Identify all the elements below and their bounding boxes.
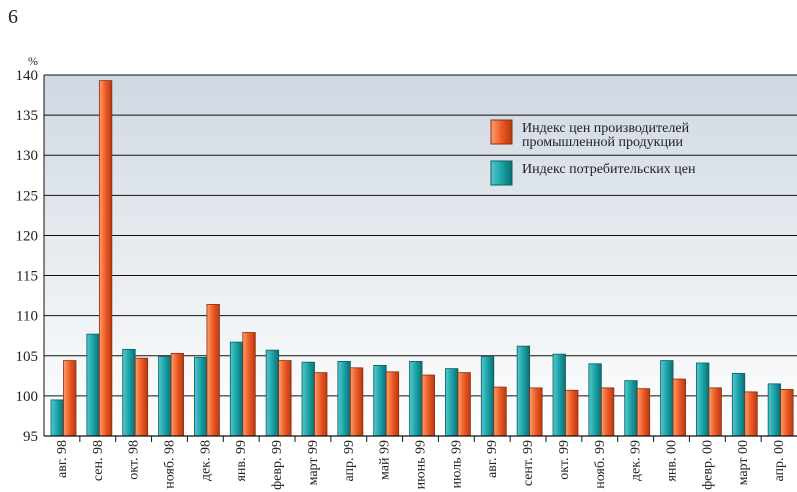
x-axis: авг. 98 сен. 98 окт. 98 нояб. 98 дек. 98 янв.…	[44, 435, 797, 490]
bar-cpi	[122, 348, 136, 437]
bar-cpi	[516, 345, 531, 437]
bar-ppi	[600, 387, 615, 437]
legend-swatch	[490, 119, 513, 145]
x-tick-label: окт. 98	[127, 440, 142, 480]
x-tick-label: февр. 99	[270, 440, 285, 490]
x-tick-label: март 99	[306, 440, 321, 485]
bar-cpi	[696, 362, 710, 437]
x-tick-label: сент. 99	[521, 440, 536, 486]
bar-ppi	[134, 357, 149, 437]
x-tick-label: окт. 99	[557, 440, 572, 480]
y-tick-label: 110	[16, 309, 38, 325]
bar-cpi	[445, 368, 459, 437]
legend-label: промышленной продукции	[522, 135, 683, 150]
bar-ppi	[242, 332, 256, 437]
x-tick-label: февр. 00	[700, 440, 715, 490]
x-tick-label: март 00	[736, 440, 751, 485]
bar-cpi	[480, 356, 495, 437]
x-tick-label: апр. 99	[342, 440, 357, 482]
bar-ppi	[565, 389, 579, 437]
y-tick-label: 120	[16, 228, 39, 244]
bar-ppi	[170, 352, 184, 437]
y-tick-label: 95	[23, 429, 38, 445]
bar-ppi	[457, 372, 471, 437]
x-tick-label: нояб. 99	[593, 440, 608, 489]
y-tick-label: 125	[16, 188, 39, 204]
x-tick-label: янв. 99	[234, 440, 249, 482]
bar-cpi	[624, 380, 638, 437]
bar-cpi	[731, 373, 746, 437]
y-axis-label: %	[28, 54, 38, 68]
bar-cpi	[229, 341, 244, 437]
y-tick-label: 105	[16, 349, 39, 365]
bar-cpi	[767, 383, 782, 437]
x-tick-label: июль 99	[449, 440, 464, 488]
bar-ppi	[780, 389, 794, 437]
bar-cpi	[86, 333, 100, 437]
bar-cpi	[158, 356, 172, 437]
bar-cpi	[552, 353, 566, 437]
x-tick-label: дек. 98	[198, 440, 213, 481]
x-tick-label: нояб. 98	[163, 440, 178, 489]
bar-ppi	[349, 367, 364, 437]
bar-ppi	[314, 372, 328, 437]
bar-ppi	[493, 386, 507, 437]
bar-cpi	[301, 361, 315, 437]
bar-cpi	[409, 360, 423, 437]
bar-cpi	[50, 399, 64, 437]
bar-ppi	[278, 360, 292, 437]
bar-ppi	[63, 360, 77, 437]
x-tick-label: май 99	[378, 440, 393, 480]
legend-label: Индекс потребительских цен	[522, 162, 696, 177]
bar-ppi	[744, 391, 758, 437]
legend-swatch	[490, 160, 513, 186]
bar-ppi	[529, 387, 543, 437]
bar-cpi	[588, 363, 602, 437]
bar-cpi	[265, 349, 280, 437]
y-axis: 95 100 105 110 115 120 125 130 135 140	[16, 68, 45, 445]
x-tick-label: дек. 99	[629, 440, 644, 481]
bar-ppi	[672, 378, 686, 437]
x-tick-label: апр. 00	[772, 440, 787, 482]
bar-cpi	[373, 365, 387, 437]
bar-cpi	[660, 360, 674, 437]
x-tick-label: июнь 99	[414, 440, 429, 489]
bar-ppi	[385, 371, 400, 437]
page-number: 6	[8, 6, 18, 28]
x-tick-label: янв. 00	[665, 440, 680, 482]
bar-ppi	[636, 388, 651, 437]
x-tick-label: сен. 98	[91, 440, 106, 481]
y-tick-label: 140	[16, 68, 39, 84]
y-tick-label: 100	[16, 389, 39, 405]
x-tick-label: авг. 98	[55, 440, 70, 478]
bar-ppi	[206, 304, 220, 437]
bar-cpi	[337, 360, 351, 437]
x-tick-label: авг. 99	[485, 440, 500, 478]
bar-ppi	[98, 80, 113, 437]
y-tick-label: 115	[16, 269, 38, 285]
bars	[50, 80, 794, 437]
bar-ppi	[421, 374, 435, 437]
legend-label: Индекс цен производителей	[522, 121, 690, 136]
bar-cpi	[194, 356, 208, 437]
y-tick-label: 135	[16, 108, 39, 124]
y-tick-label: 130	[16, 148, 39, 164]
bar-ppi	[708, 387, 722, 437]
